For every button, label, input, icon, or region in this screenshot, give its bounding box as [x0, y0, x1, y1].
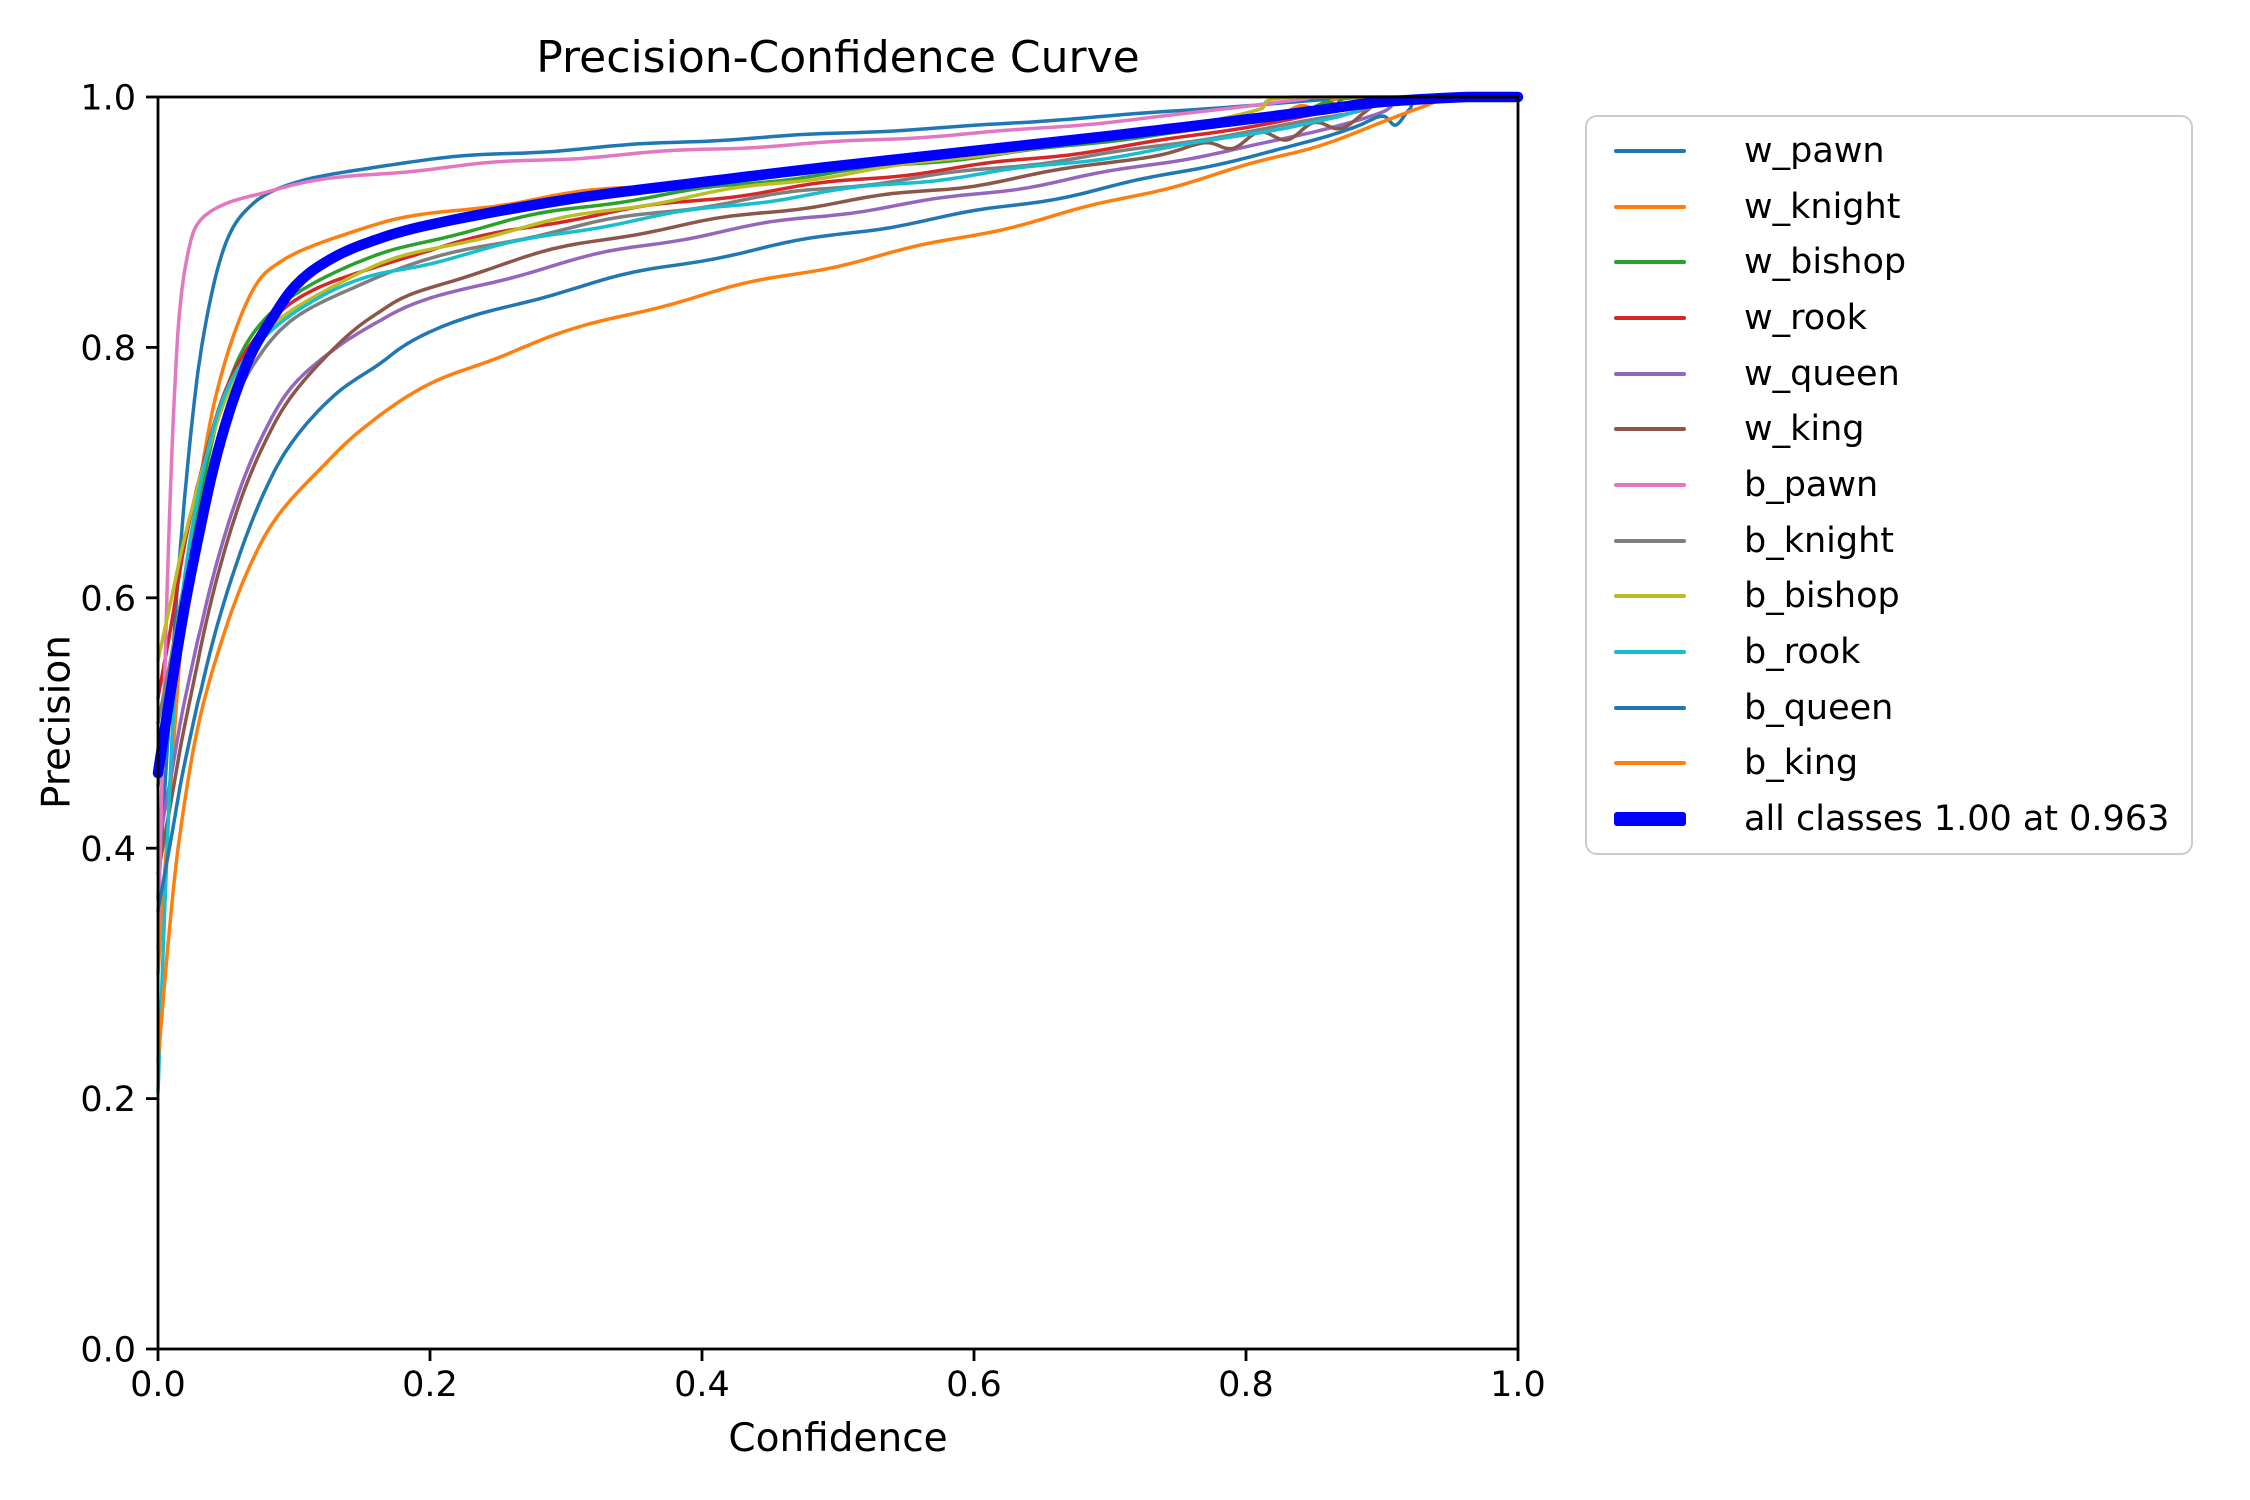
x-tick-label-0.8: 0.8 — [1218, 1365, 1274, 1405]
legend-label: all classes 1.00 at 0.963 — [1744, 798, 2170, 839]
legend-label: w_bishop — [1744, 242, 1907, 283]
legend-item-w_queen: w_queen — [1587, 353, 2191, 394]
curve-w_queen — [156, 95, 1520, 850]
x-tick-label-0.0: 0.0 — [130, 1365, 186, 1405]
legend-item-w_bishop: w_bishop — [1587, 242, 2191, 283]
y-tick-label-0.6: 0.6 — [80, 579, 136, 619]
legend-line-sample — [1614, 594, 1686, 599]
x-tick-label-1.0: 1.0 — [1490, 1365, 1546, 1405]
chart-title: Precision-Confidence Curve — [536, 32, 1140, 83]
y-tick-label-1.0: 1.0 — [80, 79, 136, 119]
y-tick-label-0.2: 0.2 — [80, 1080, 136, 1120]
legend-item-b_pawn: b_pawn — [1587, 464, 2191, 505]
legend-line-sample — [1614, 649, 1686, 654]
legend-line-sample — [1614, 811, 1686, 826]
legend-line-sample — [1614, 427, 1686, 432]
legend-item-b_bishop: b_bishop — [1587, 576, 2191, 617]
legend-line-sample — [1614, 260, 1686, 265]
legend-label: w_queen — [1744, 353, 1900, 394]
legend-item-w_knight: w_knight — [1587, 186, 2191, 227]
curve-b_queen — [156, 95, 1520, 913]
legend-item-b_rook: b_rook — [1587, 631, 2191, 672]
curve-w_pawn — [156, 95, 1520, 901]
curve-b_pawn — [156, 95, 1520, 951]
legend-label: w_pawn — [1744, 131, 1885, 171]
curve-w_bishop — [156, 95, 1520, 788]
legend-label: b_knight — [1744, 520, 1895, 561]
legend-line-sample — [1614, 482, 1686, 487]
legend-line-sample — [1614, 538, 1686, 543]
legend-label: w_rook — [1744, 297, 1867, 338]
legend-line-sample — [1614, 371, 1686, 376]
legend-line-sample — [1614, 761, 1686, 766]
x-tick-label-0.2: 0.2 — [402, 1365, 458, 1405]
legend-label: b_rook — [1744, 631, 1861, 672]
legend-line-sample — [1614, 705, 1686, 710]
curve-w_knight — [156, 95, 1520, 976]
legend-label: b_queen — [1744, 687, 1894, 728]
legend-line-sample — [1614, 204, 1686, 209]
legend-item-w_king: w_king — [1587, 409, 2191, 450]
y-axis-label: Precision — [34, 634, 80, 810]
curve-b_rook — [156, 95, 1520, 1095]
x-axis-label: Confidence — [728, 1416, 948, 1461]
legend-item-w_rook: w_rook — [1587, 297, 2191, 338]
legend-item-b_king: b_king — [1587, 743, 2191, 784]
legend-label: b_king — [1744, 743, 1859, 784]
legend-line-sample — [1614, 149, 1686, 153]
legend-label: b_bishop — [1744, 576, 1900, 617]
legend-item-b_knight: b_knight — [1587, 520, 2191, 561]
legend-label: w_king — [1744, 409, 1865, 450]
legend-line-sample — [1614, 315, 1686, 320]
legend-item-w_pawn: w_pawn — [1587, 131, 2191, 171]
legend: w_pawn w_knight w_bishop w_rook w_queen w_kin… — [1585, 115, 2193, 855]
curve-b_king — [156, 95, 1520, 1063]
legend-item-b_queen: b_queen — [1587, 687, 2191, 728]
curve-all — [152, 91, 1524, 779]
legend-label: w_knight — [1744, 186, 1901, 227]
legend-item-all: all classes 1.00 at 0.963 — [1587, 798, 2191, 839]
y-tick-label-0.4: 0.4 — [80, 830, 136, 870]
plot-border — [156, 95, 1520, 1351]
y-tick-label-0.0: 0.0 — [80, 1331, 136, 1371]
legend-label: b_pawn — [1744, 464, 1879, 505]
x-tick-label-0.4: 0.4 — [674, 1365, 730, 1405]
x-tick-label-0.6: 0.6 — [946, 1365, 1002, 1405]
y-tick-label-0.8: 0.8 — [80, 329, 136, 369]
